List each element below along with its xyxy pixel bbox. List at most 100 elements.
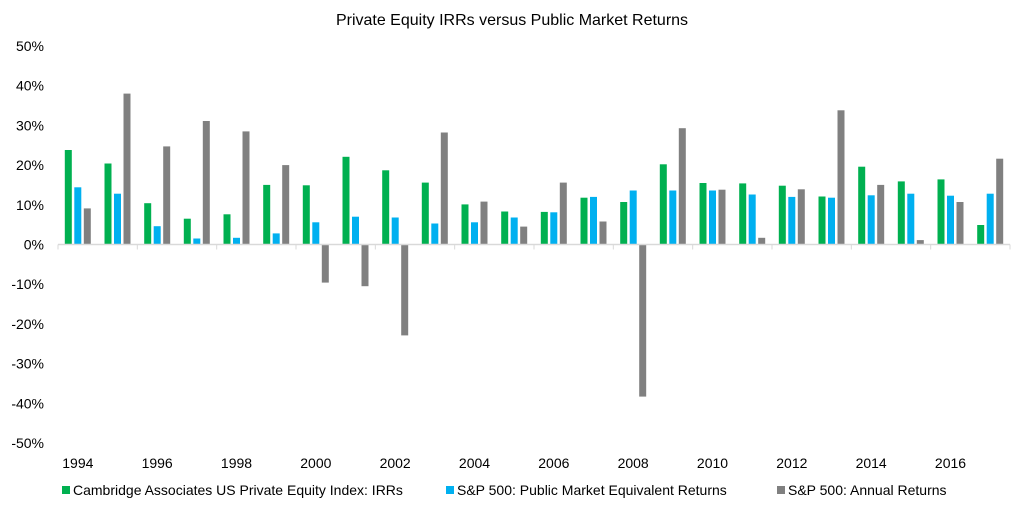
bar-sp500-pme-2004 — [471, 222, 478, 245]
bar-pe-irr-2016 — [937, 179, 945, 245]
legend-item: S&P 500: Annual Returns — [777, 482, 947, 498]
y-tick-label: -40% — [11, 395, 44, 411]
bar-pe-irr-2014 — [858, 166, 866, 245]
bar-sp500-pme-2003 — [431, 223, 439, 245]
bar-pe-irr-2002 — [382, 170, 390, 245]
x-tick-label: 2002 — [380, 455, 411, 471]
bar-sp500-annual-2006 — [559, 182, 567, 245]
bar-sp500-pme-2005 — [510, 217, 518, 245]
x-tick-label: 2012 — [776, 455, 807, 471]
bar-sp500-pme-2010 — [709, 190, 716, 245]
bar-sp500-annual-2007 — [599, 221, 607, 245]
bar-sp500-annual-1995 — [123, 93, 131, 245]
y-tick-label: 30% — [16, 117, 44, 133]
legend-swatch — [446, 486, 454, 494]
bar-sp500-annual-1994 — [83, 208, 91, 245]
bar-sp500-annual-2015 — [916, 240, 924, 245]
legend-label: S&P 500: Annual Returns — [788, 482, 947, 498]
x-tick-label: 2010 — [697, 455, 728, 471]
bar-sp500-pme-2002 — [391, 217, 399, 245]
y-tick-label: 40% — [16, 78, 44, 94]
bar-sp500-pme-2000 — [312, 222, 320, 245]
x-tick-label: 2004 — [459, 455, 490, 471]
y-tick-label: -30% — [11, 356, 44, 372]
bar-sp500-annual-2009 — [678, 128, 686, 245]
x-tick-label: 1998 — [221, 455, 252, 471]
bar-sp500-pme-2016 — [947, 195, 954, 245]
bar-sp500-pme-2001 — [352, 216, 359, 245]
bar-pe-irr-1995 — [104, 163, 112, 245]
bar-pe-irr-1994 — [64, 150, 72, 245]
chart-title: Private Equity IRRs versus Public Market… — [336, 12, 688, 29]
legend-label: Cambridge Associates US Private Equity I… — [73, 482, 403, 498]
bar-sp500-pme-2015 — [907, 193, 915, 245]
bar-sp500-annual-2005 — [520, 226, 528, 245]
x-tick-label: 2016 — [935, 455, 966, 471]
bar-sp500-annual-2002 — [401, 244, 409, 336]
bar-sp500-annual-1996 — [163, 146, 171, 245]
bar-sp500-annual-2013 — [837, 110, 845, 245]
bar-sp500-pme-2008 — [629, 190, 637, 245]
x-tick-label: 2008 — [618, 455, 649, 471]
legend-item: Cambridge Associates US Private Equity I… — [62, 482, 403, 498]
bar-pe-irr-2010 — [699, 183, 707, 245]
bar-sp500-annual-1997 — [202, 121, 210, 245]
bar-sp500-annual-2017 — [996, 158, 1004, 245]
bar-pe-irr-2007 — [580, 197, 588, 245]
bar-sp500-pme-1996 — [153, 226, 161, 245]
bar-sp500-annual-2000 — [321, 244, 329, 283]
bar-sp500-annual-1998 — [242, 131, 250, 245]
y-tick-label: 20% — [16, 157, 44, 173]
bar-sp500-pme-2011 — [748, 194, 756, 245]
bar-sp500-pme-2014 — [867, 195, 875, 245]
bar-sp500-pme-1995 — [114, 193, 121, 245]
bar-sp500-pme-1999 — [272, 233, 280, 245]
x-tick-label: 1996 — [142, 455, 173, 471]
bar-pe-irr-1996 — [144, 203, 152, 245]
bar-pe-irr-2003 — [421, 182, 429, 245]
bar-sp500-annual-2012 — [797, 189, 805, 245]
y-tick-label: 0% — [24, 237, 44, 253]
bar-pe-irr-2006 — [540, 211, 548, 245]
legend-swatch — [62, 486, 70, 494]
bar-pe-irr-2012 — [778, 185, 786, 245]
y-tick-label: -10% — [11, 276, 44, 292]
y-tick-label: 50% — [16, 38, 44, 54]
bar-sp500-annual-2008 — [639, 244, 647, 397]
legend-swatch — [777, 486, 785, 494]
bar-sp500-annual-2010 — [718, 189, 726, 245]
bar-pe-irr-2009 — [659, 164, 667, 245]
bar-pe-irr-2011 — [739, 183, 747, 245]
y-tick-label: 10% — [16, 197, 44, 213]
y-tick-label: -50% — [11, 435, 44, 451]
bar-sp500-annual-1999 — [282, 165, 290, 245]
bar-sp500-pme-1997 — [193, 238, 201, 245]
bar-pe-irr-2013 — [818, 196, 826, 245]
x-tick-label: 1994 — [62, 455, 93, 471]
bar-sp500-pme-2006 — [550, 212, 558, 245]
bar-pe-irr-2015 — [897, 181, 905, 245]
bar-sp500-annual-2014 — [877, 184, 885, 245]
x-tick-label: 2014 — [856, 455, 887, 471]
bar-sp500-annual-2003 — [440, 132, 448, 245]
bar-sp500-pme-2012 — [788, 196, 796, 245]
bar-sp500-pme-2009 — [669, 190, 677, 245]
bar-sp500-annual-2011 — [758, 237, 766, 245]
bar-sp500-pme-2017 — [986, 193, 994, 245]
bar-pe-irr-2001 — [342, 156, 350, 245]
bar-pe-irr-2008 — [620, 202, 628, 245]
x-tick-label: 2000 — [300, 455, 331, 471]
bar-sp500-pme-2007 — [590, 196, 597, 245]
bar-sp500-annual-2016 — [956, 202, 964, 245]
legend-label: S&P 500: Public Market Equivalent Return… — [457, 482, 727, 498]
bar-sp500-pme-2013 — [828, 197, 835, 245]
bar-pe-irr-1997 — [183, 218, 191, 245]
bar-sp500-annual-2001 — [361, 244, 369, 287]
bar-sp500-annual-2004 — [480, 201, 488, 245]
bar-pe-irr-2000 — [302, 185, 310, 245]
bar-pe-irr-1998 — [223, 214, 231, 245]
bar-sp500-pme-1994 — [74, 187, 82, 245]
bar-pe-irr-2005 — [501, 211, 509, 245]
x-tick-label: 2006 — [538, 455, 569, 471]
bar-pe-irr-1999 — [263, 184, 271, 245]
